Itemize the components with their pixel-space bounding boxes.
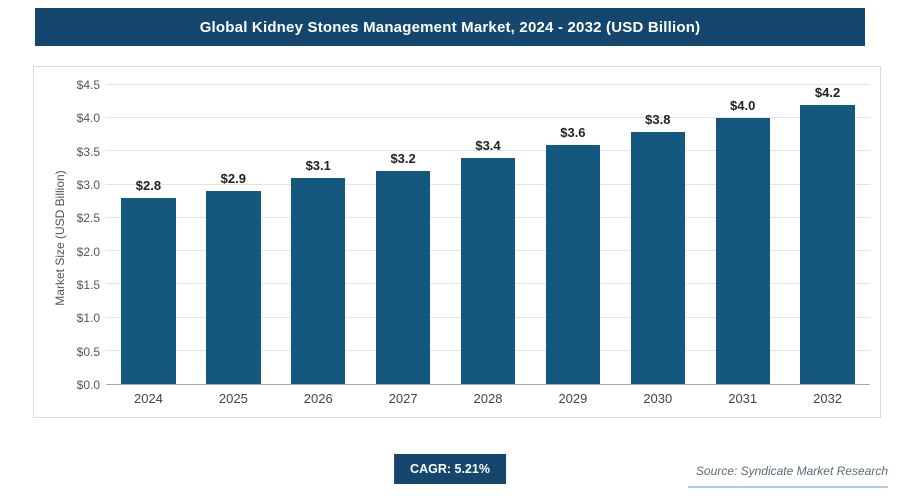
x-axis-label: 2029: [558, 390, 588, 406]
plot-wrap: $2.8 $2.9 $3.1 $3.2 $3.4 $3.6 $3.8 $4.0 $4.2 202…: [106, 81, 870, 411]
bar: [291, 178, 346, 384]
cagr-badge: CAGR: 5.21%: [394, 454, 506, 484]
y-tick-label: $1.5: [76, 278, 100, 293]
y-tick-label: $2.5: [76, 211, 100, 226]
x-axis-label: 2026: [303, 390, 333, 406]
bar-column: $3.2: [361, 85, 446, 384]
bar-column: $4.2: [785, 85, 870, 384]
bar-column: $3.8: [615, 85, 700, 384]
x-axis-label: 2025: [218, 390, 248, 406]
bar-value-label: $3.1: [305, 158, 331, 174]
y-tick-label: $1.0: [76, 311, 100, 326]
bar-value-label: $4.0: [730, 98, 756, 114]
y-axis-title-wrap: Market Size (USD Billion): [38, 81, 67, 411]
gridline: [106, 117, 870, 119]
gridline: [106, 150, 870, 152]
y-tick-label: $0.0: [76, 378, 100, 392]
bar: [545, 144, 601, 384]
bar: [206, 191, 261, 384]
y-axis-tick-labels: $0.0 $0.5 $1.0 $1.5 $2.0 $2.5 $3.0 $3.5 $4.0 $4.5: [62, 78, 106, 392]
y-tick-label: $2.0: [76, 244, 100, 259]
bar: [375, 171, 431, 384]
bar-column: $4.0: [700, 85, 785, 384]
x-axis-label: 2031: [728, 390, 758, 406]
bar-value-label: $4.2: [814, 85, 841, 100]
gridline: [106, 84, 870, 85]
x-axis-labels: 2024 2025 2026 2027 2028 2029 2030 2031 2032: [106, 385, 870, 411]
chart-area: Market Size (USD Billion) $0.0 $0.5 $1.0 $1…: [33, 66, 881, 418]
bar-value-label: $3.2: [390, 151, 416, 167]
x-axis-label: 2032: [813, 390, 843, 406]
y-tick-label: $3.5: [76, 144, 100, 159]
bar-column: $2.9: [191, 85, 276, 384]
chart-title: Global Kidney Stones Management Market, …: [199, 18, 701, 36]
bar-column: $3.1: [276, 85, 361, 384]
bar: [630, 131, 685, 384]
y-tick-label: $3.0: [76, 178, 100, 193]
x-axis-label: 2028: [473, 390, 503, 406]
bar: [460, 158, 516, 384]
bar-value-label: $2.9: [220, 171, 246, 187]
bar: [800, 105, 855, 384]
y-tick-label: $4.5: [76, 78, 100, 92]
chart-footer: CAGR: 5.21% Source: Syndicate Market Res…: [0, 446, 900, 494]
x-axis-label: 2030: [643, 390, 673, 406]
bar: [121, 197, 176, 384]
source-text: Source: Syndicate Market Research: [687, 464, 888, 488]
plot-area: $2.8 $2.9 $3.1 $3.2 $3.4 $3.6 $3.8 $4.0 $4.2: [106, 84, 870, 385]
bar-value-label: $3.6: [560, 124, 586, 140]
chart-title-bar: Global Kidney Stones Management Market, …: [35, 8, 865, 46]
bar-value-label: $3.4: [475, 138, 501, 154]
y-tick-label: $4.0: [76, 111, 100, 126]
x-axis-label: 2027: [388, 390, 418, 406]
bar-value-label: $3.8: [645, 111, 671, 127]
y-tick-label: $0.5: [76, 344, 100, 359]
bar-column: $2.8: [106, 85, 191, 384]
bar-column: $3.4: [446, 85, 531, 384]
x-axis-label: 2024: [133, 390, 163, 406]
bar-column: $3.6: [530, 85, 615, 384]
bar: [715, 118, 770, 384]
bars-row: $2.8 $2.9 $3.1 $3.2 $3.4 $3.6 $3.8 $4.0 $4.2: [106, 85, 870, 384]
bar-value-label: $2.8: [135, 177, 162, 193]
